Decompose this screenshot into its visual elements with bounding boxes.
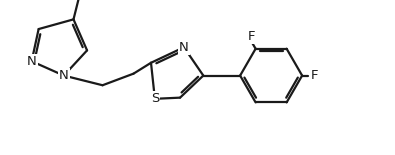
Text: N: N [179, 41, 189, 54]
Text: S: S [150, 92, 159, 105]
Text: N: N [59, 69, 69, 82]
Text: N: N [27, 55, 36, 68]
Text: F: F [248, 30, 256, 43]
Text: F: F [311, 69, 318, 82]
